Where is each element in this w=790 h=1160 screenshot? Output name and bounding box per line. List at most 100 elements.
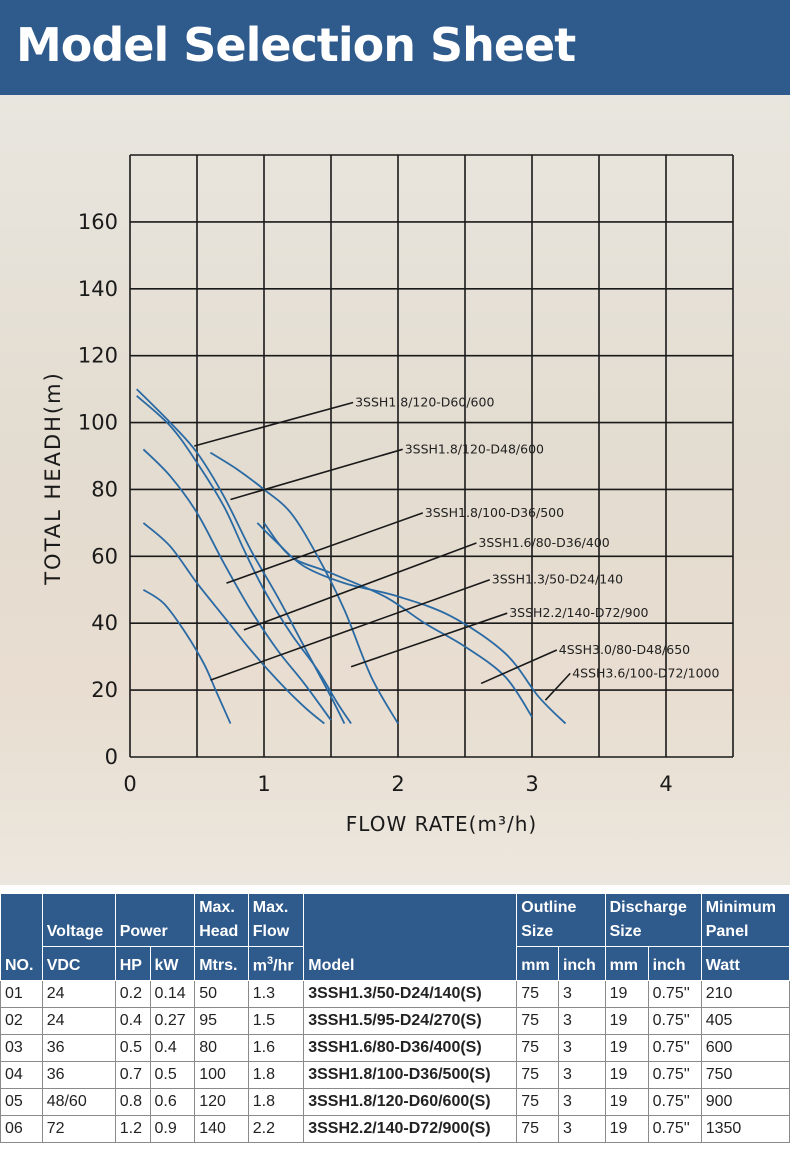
x-tick-label: 4 (659, 772, 672, 796)
cell-head: 95 (194, 1007, 249, 1036)
cell-vdc: 36 (41, 1061, 116, 1090)
cell-o-mm: 75 (516, 1088, 559, 1117)
y-tick-label: 0 (105, 745, 118, 769)
cell-kw: 0.6 (149, 1088, 196, 1117)
unit-discharge-mm: mm (604, 945, 649, 982)
unit-flow-base: m (252, 957, 268, 975)
cell-no: 03 (0, 1034, 43, 1063)
unit-vdc: VDC (41, 945, 116, 982)
table-units-row: VDC HP kW Mtrs. m3/hr mm inch mm inch Wa… (1, 945, 790, 982)
unit-flow: m3/hr (247, 945, 305, 982)
cell-vdc: 48/60 (41, 1088, 116, 1117)
table-row: 01 24 0.2 0.14 50 1.3 3SSH1.3/50-D24/140(S) 75 3… (0, 980, 790, 1009)
table-body: 01 24 0.2 0.14 50 1.3 3SSH1.3/50-D24/140(S) 75 3… (0, 980, 790, 1144)
y-tick-label: 160 (78, 210, 118, 234)
cell-watt: 900 (700, 1088, 790, 1117)
x-axis-label: FLOW RATE(m³/h) (346, 812, 537, 836)
cell-d-inch: 0.75'' (647, 1088, 702, 1117)
y-tick-label: 120 (78, 344, 118, 368)
series-label: 4SSH3.6/100-D72/1000 (572, 665, 719, 680)
y-tick-labels: 0 20 40 60 80 100 120 140 160 (78, 210, 118, 769)
cell-vdc: 36 (41, 1034, 116, 1063)
spec-table: NO. Voltage Power Max. Head Max. Flow Mode… (0, 892, 790, 1144)
cell-d-mm: 19 (604, 1088, 649, 1117)
cell-kw: 0.9 (149, 1115, 196, 1144)
cell-hp: 0.4 (114, 1007, 151, 1036)
cell-d-mm: 19 (604, 1115, 649, 1144)
series-label: 3SSH1.8/100-D36/500 (425, 505, 564, 520)
cell-no: 06 (0, 1115, 43, 1144)
series-leader-line (350, 612, 508, 668)
unit-watt: Watt (700, 945, 790, 982)
unit-mtrs: Mtrs. (194, 945, 249, 982)
col-power: Power (114, 893, 196, 947)
cell-flow: 1.6 (247, 1034, 305, 1063)
discharge-line2: Size (609, 923, 642, 940)
x-tick-labels: 0 1 2 3 4 (123, 772, 672, 796)
y-tick-label: 20 (91, 678, 118, 702)
cell-o-mm: 75 (516, 980, 559, 1009)
y-tick-label: 60 (91, 544, 118, 568)
y-tick-label: 40 (91, 611, 118, 635)
cell-d-inch: 0.75'' (647, 1034, 702, 1063)
cell-o-mm: 75 (516, 1034, 559, 1063)
cell-no: 05 (0, 1088, 43, 1117)
table-row: 05 48/60 0.8 0.6 120 1.8 3SSH1.8/120-D60/600(S… (0, 1088, 790, 1117)
table-row: 02 24 0.4 0.27 95 1.5 3SSH1.5/95-D24/270(S) 75 3… (0, 1007, 790, 1036)
col-outline-size: Outline Size (516, 893, 606, 947)
y-tick-label: 100 (78, 411, 118, 435)
unit-flow-sup: 3 (267, 955, 274, 967)
unit-kw: kW (149, 945, 196, 982)
series-curve (209, 451, 399, 725)
cell-o-mm: 75 (516, 1007, 559, 1036)
pump-curve-chart: 0 20 40 60 80 100 120 140 160 0 1 2 3 4 3SSH1.8/120-… (41, 154, 734, 836)
cell-o-inch: 3 (557, 1061, 606, 1090)
col-max-flow: Max. Flow (247, 893, 305, 947)
y-tick-label: 140 (78, 277, 118, 301)
max-flow-line2: Flow (252, 923, 290, 940)
cell-d-inch: 0.75'' (647, 1061, 702, 1090)
panel-line2: Panel (705, 923, 749, 940)
table-row: 03 36 0.5 0.4 80 1.6 3SSH1.6/80-D36/400(S) 75 3 1… (0, 1034, 790, 1063)
series-leader-line (210, 578, 491, 681)
cell-model: 3SSH1.8/120-D60/600(S) (303, 1088, 518, 1117)
cell-head: 140 (194, 1115, 249, 1144)
cell-o-inch: 3 (557, 1088, 606, 1117)
cell-hp: 0.5 (114, 1034, 151, 1063)
cell-hp: 0.7 (114, 1061, 151, 1090)
page-title: Model Selection Sheet (16, 18, 576, 72)
unit-flow-tail: /hr (273, 957, 294, 975)
cell-d-mm: 19 (604, 1061, 649, 1090)
cell-head: 80 (194, 1034, 249, 1063)
cell-flow: 1.5 (247, 1007, 305, 1036)
series-leader-line (243, 542, 477, 631)
cell-no: 01 (0, 980, 43, 1009)
cell-kw: 0.27 (149, 1007, 196, 1036)
unit-discharge-inch: inch (647, 945, 702, 982)
cell-hp: 0.8 (114, 1088, 151, 1117)
cell-flow: 1.3 (247, 980, 305, 1009)
cell-model: 3SSH1.3/50-D24/140(S) (303, 980, 518, 1009)
cell-model: 3SSH1.8/100-D36/500(S) (303, 1061, 518, 1090)
series-curve (136, 395, 352, 725)
series-leader-line (230, 448, 403, 501)
col-voltage: Voltage (41, 893, 116, 947)
cell-d-inch: 0.75'' (647, 1007, 702, 1036)
col-max-head: Max. Head (194, 893, 249, 947)
series-leaders (194, 401, 571, 701)
x-tick-label: 1 (257, 772, 270, 796)
chart-area: 0 20 40 60 80 100 120 140 160 0 1 2 3 4 3SSH1.8/120-… (0, 95, 790, 885)
page-header: Model Selection Sheet (0, 0, 790, 95)
cell-flow: 2.2 (247, 1115, 305, 1144)
panel-line1: Minimum (705, 899, 776, 916)
cell-kw: 0.5 (149, 1061, 196, 1090)
col-min-panel: Minimum Panel (700, 893, 790, 947)
cell-watt: 405 (700, 1007, 790, 1036)
series-leader-line (480, 649, 558, 685)
cell-watt: 600 (700, 1034, 790, 1063)
cell-head: 50 (194, 980, 249, 1009)
series-labels: 3SSH1.8/120-D60/600 3SSH1.8/120-D48/600 3S… (355, 394, 719, 680)
cell-hp: 1.2 (114, 1115, 151, 1144)
cell-kw: 0.14 (149, 980, 196, 1009)
series-label: 3SSH2.2/140-D72/900 (509, 605, 648, 620)
